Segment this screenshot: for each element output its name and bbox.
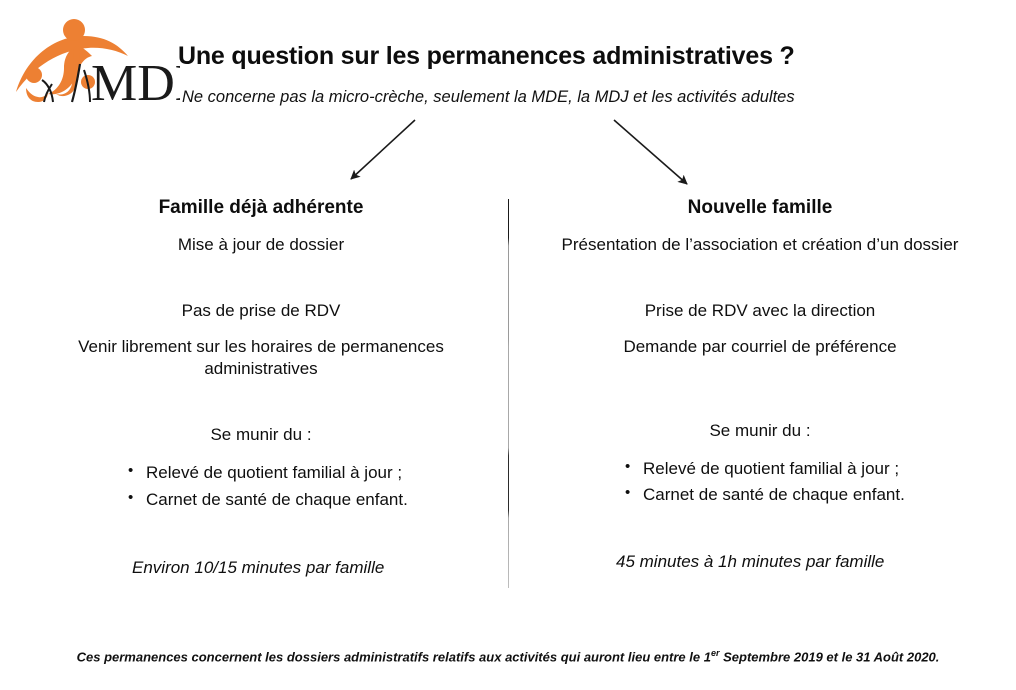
list-item: Carnet de santé de chaque enfant. — [128, 486, 494, 513]
arrow-to-left-column — [350, 119, 416, 180]
left-column-heading: Famille déjà adhérente — [158, 197, 364, 218]
mde-logo-graphic: MDE — [16, 19, 180, 106]
left-column-rdv-line-1: Pas de prise de RDV — [181, 300, 341, 320]
left-column-duration: Environ 10/15 minutes par famille — [132, 557, 385, 577]
list-item: Relevé de quotient familial à jour ; — [128, 459, 494, 486]
column-nouvelle-famille: Nouvelle famille Présentation de l’assoc… — [522, 196, 998, 573]
left-column-intro: Mise à jour de dossier — [177, 234, 345, 254]
left-column-requirements-label: Se munir du : — [210, 425, 312, 445]
right-column-rdv-line-1: Prise de RDV avec la direction — [644, 300, 876, 320]
column-famille-deja-adherente: Famille déjà adhérente Mise à jour de do… — [28, 196, 494, 579]
right-column-intro: Présentation de l’association et créatio… — [561, 234, 959, 254]
left-column-requirements-list: Relevé de quotient familial à jour ; Car… — [128, 459, 494, 513]
right-column-requirements-label: Se munir du : — [709, 421, 811, 441]
right-column-rdv-line-2: Demande par courriel de préférence — [623, 336, 897, 356]
left-column-rdv-line-2: Venir librement sur les horaires de perm… — [78, 336, 444, 379]
svg-text:MDE: MDE — [91, 55, 180, 106]
column-divider — [508, 199, 509, 588]
page-title: Une question sur les permanences adminis… — [178, 42, 795, 70]
footer-text-before: Ces permanences concernent les dossiers … — [76, 649, 711, 665]
right-column-duration: 45 minutes à 1h minutes par famille — [616, 551, 885, 571]
right-column-heading: Nouvelle famille — [687, 197, 833, 218]
footer-note: Ces permanences concernent les dossiers … — [0, 648, 1016, 664]
list-item: Carnet de santé de chaque enfant. — [625, 481, 998, 508]
footer-text-after: Septembre 2019 et le 31 Août 2020. — [719, 649, 940, 665]
footer-superscript: er — [710, 648, 720, 658]
right-column-requirements-list: Relevé de quotient familial à jour ; Car… — [625, 455, 998, 509]
mde-logo: MDE — [8, 14, 180, 106]
arrow-to-right-column — [613, 119, 688, 185]
list-item: Relevé de quotient familial à jour ; — [625, 455, 998, 482]
page-subtitle: Ne concerne pas la micro-crèche, seuleme… — [182, 88, 795, 106]
